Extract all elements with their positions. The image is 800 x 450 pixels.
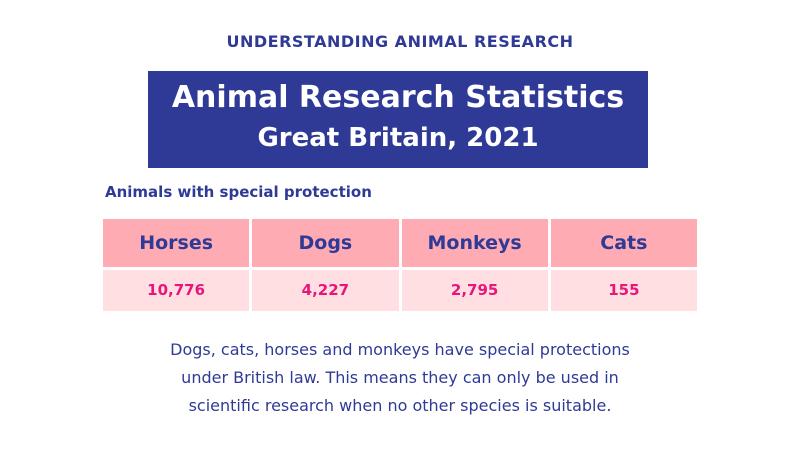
table-cell: 2,795	[401, 270, 548, 311]
organization-label: UNDERSTANDING ANIMAL RESEARCH	[226, 32, 574, 51]
description-paragraph: Dogs, cats, horses and monkeys have spec…	[0, 336, 800, 420]
paragraph-line: under British law. This means they can o…	[181, 368, 619, 387]
paragraph-line: Dogs, cats, horses and monkeys have spec…	[170, 340, 630, 359]
column-header: Cats	[550, 219, 697, 267]
table-cell: 155	[550, 270, 697, 311]
column-header: Dogs	[252, 219, 399, 267]
column-header: Horses	[103, 219, 250, 267]
title-banner: Animal Research Statistics Great Britain…	[148, 71, 648, 168]
section-heading: Animals with special protection	[105, 183, 372, 201]
paragraph-line: scientific research when no other specie…	[188, 396, 612, 415]
page-subtitle: Great Britain, 2021	[257, 123, 539, 153]
table-cell: 4,227	[252, 270, 399, 311]
statistics-table: Horses Dogs Monkeys Cats 10,776 4,227 2,…	[103, 219, 697, 311]
table-cell: 10,776	[103, 270, 250, 311]
column-header: Monkeys	[401, 219, 548, 267]
page-title: Animal Research Statistics	[171, 80, 625, 115]
